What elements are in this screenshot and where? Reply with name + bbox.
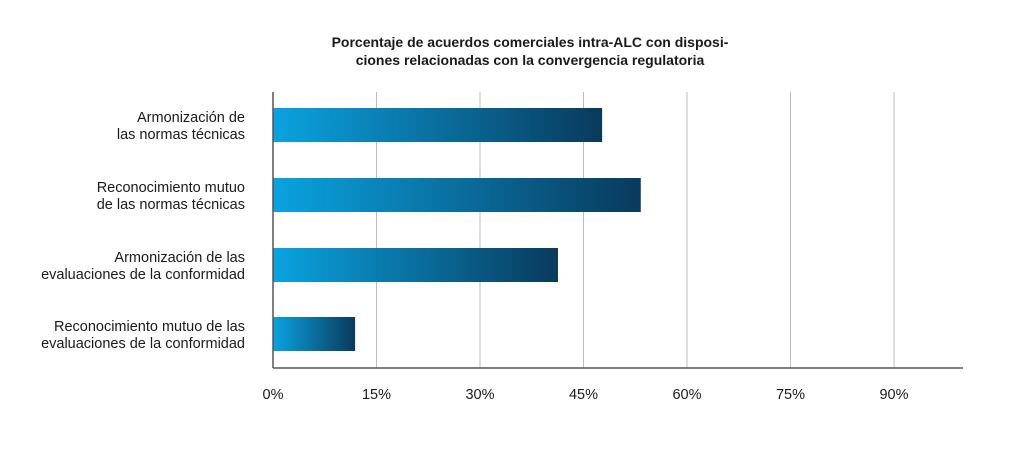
x-tick-label: 45% [569,387,598,403]
category-labels: Armonización de las normas técnicas Recono… [41,110,245,352]
bar [273,317,356,351]
axes [272,92,963,369]
category-label: Reconocimiento mutuo de las evaluaciones … [41,319,245,352]
category-label: Armonización de las evaluaciones de la co… [41,250,245,283]
category-label-line: Reconocimiento mutuo [97,180,245,196]
bar [273,178,641,212]
x-tick-label: 0% [263,387,284,403]
category-label-line: Armonización de las [114,250,245,266]
category-label-line: Reconocimiento mutuo de las [54,319,245,335]
bar [273,108,603,142]
category-label-line: evaluaciones de la conformidad [41,336,245,352]
x-tick-labels: 0% 15% 30% 45% 60% 75% 90% [263,387,909,403]
x-tick-label: 60% [672,387,701,403]
chart-title-line-1: Porcentaje de acuerdos comerciales intra… [331,34,729,50]
category-label-line: las normas técnicas [117,127,245,143]
bar [273,248,558,282]
category-label-line: Armonización de [137,110,245,126]
chart-title-line-2: ciones relacionadas con la convergencia … [355,52,705,68]
category-label-line: evaluaciones de la conformidad [41,267,245,283]
category-label-line: de las normas técnicas [97,197,245,213]
category-label: Armonización de las normas técnicas [117,110,245,143]
chart-title: Porcentaje de acuerdos comerciales intra… [260,33,800,69]
x-tick-label: 75% [776,387,805,403]
category-label: Reconocimiento mutuo de las normas técnic… [97,180,245,213]
bars [273,108,641,351]
x-tick-label: 15% [362,387,391,403]
x-tick-label: 90% [879,387,908,403]
x-tick-label: 30% [465,387,494,403]
